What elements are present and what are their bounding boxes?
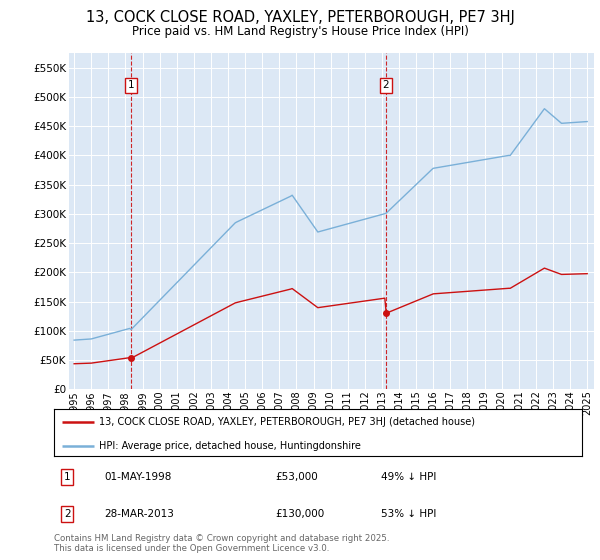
Text: 53% ↓ HPI: 53% ↓ HPI: [382, 509, 437, 519]
Text: 01-MAY-1998: 01-MAY-1998: [104, 472, 172, 482]
Text: 49% ↓ HPI: 49% ↓ HPI: [382, 472, 437, 482]
Text: 13, COCK CLOSE ROAD, YAXLEY, PETERBOROUGH, PE7 3HJ (detached house): 13, COCK CLOSE ROAD, YAXLEY, PETERBOROUG…: [99, 417, 475, 427]
Text: HPI: Average price, detached house, Huntingdonshire: HPI: Average price, detached house, Hunt…: [99, 441, 361, 451]
Text: Contains HM Land Registry data © Crown copyright and database right 2025.
This d: Contains HM Land Registry data © Crown c…: [54, 534, 389, 553]
Text: 1: 1: [64, 472, 71, 482]
Text: £130,000: £130,000: [276, 509, 325, 519]
Text: Price paid vs. HM Land Registry's House Price Index (HPI): Price paid vs. HM Land Registry's House …: [131, 25, 469, 38]
Text: 28-MAR-2013: 28-MAR-2013: [104, 509, 174, 519]
Text: £53,000: £53,000: [276, 472, 319, 482]
Text: 1: 1: [128, 80, 134, 90]
Text: 2: 2: [64, 509, 71, 519]
Text: 13, COCK CLOSE ROAD, YAXLEY, PETERBOROUGH, PE7 3HJ: 13, COCK CLOSE ROAD, YAXLEY, PETERBOROUG…: [86, 10, 514, 25]
Text: 2: 2: [383, 80, 389, 90]
